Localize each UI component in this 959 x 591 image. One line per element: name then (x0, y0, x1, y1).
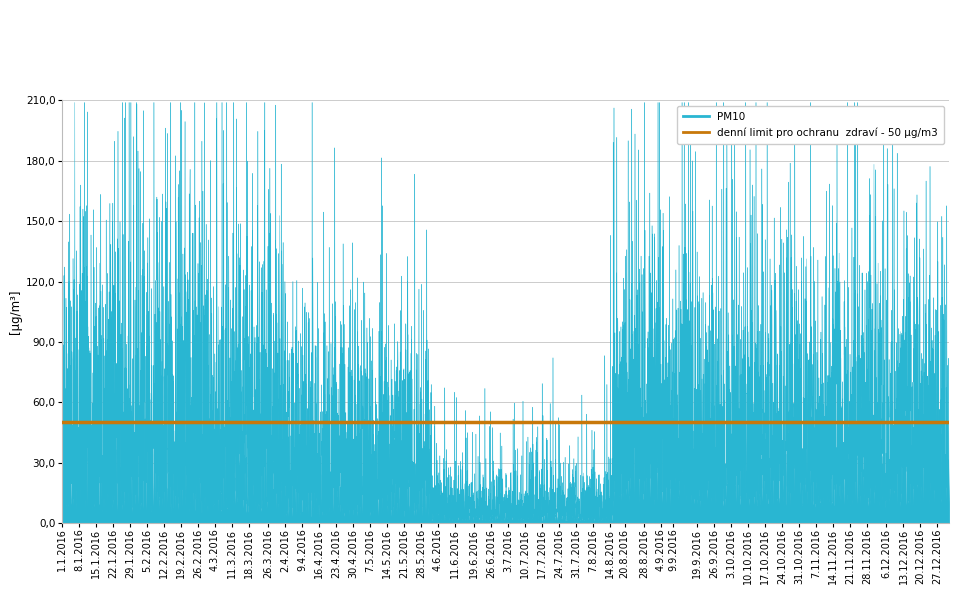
Text: Průměrné hodinové koncentrace PM$_{10}$ v Mostě za rok 2016: Průměrné hodinové koncentrace PM$_{10}$ … (181, 14, 778, 37)
Y-axis label: [μg/m³]: [μg/m³] (9, 290, 22, 334)
Legend: PM10, denní limit pro ochranu  zdraví - 50 μg/m3: PM10, denní limit pro ochranu zdraví - 5… (677, 106, 945, 144)
Text: Zpracovalo Ekologické centrum Most na základě operativních dat Českého hydromete: Zpracovalo Ekologické centrum Most na zá… (115, 59, 844, 73)
